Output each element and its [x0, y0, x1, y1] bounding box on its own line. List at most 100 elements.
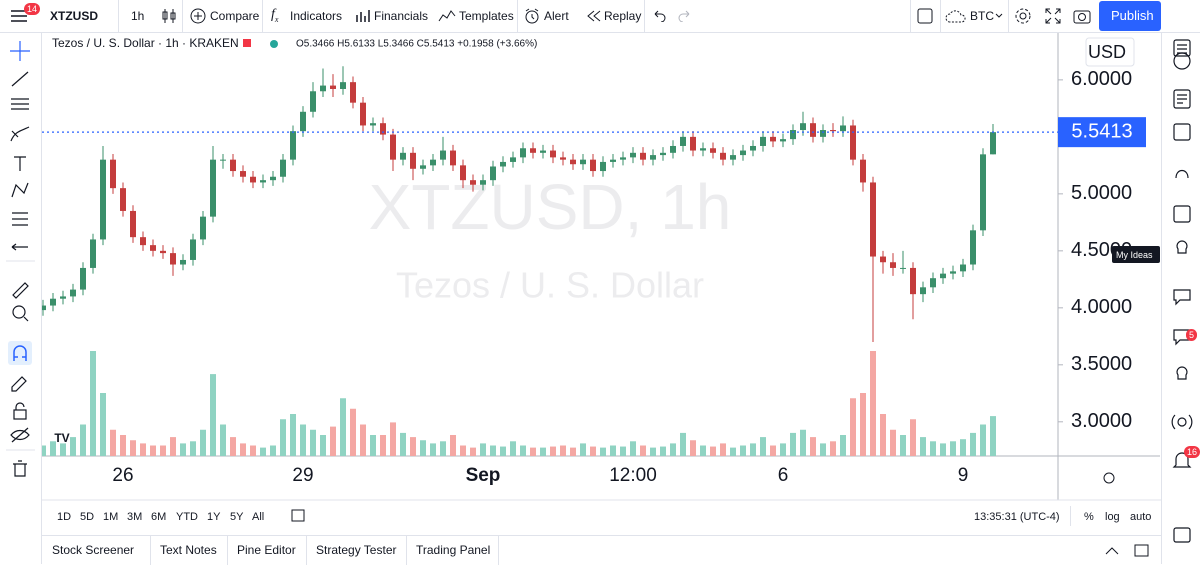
crosshair-tool[interactable]	[10, 41, 30, 61]
fib-tool[interactable]	[11, 98, 29, 110]
range-button[interactable]: 6M	[151, 511, 167, 523]
chart-style-icon[interactable]	[160, 8, 178, 24]
broadcast-icon[interactable]	[1177, 417, 1187, 427]
panel-tab[interactable]: Trading Panel	[406, 536, 499, 565]
chat-icon[interactable]	[1173, 289, 1191, 306]
candle-body	[600, 161, 606, 172]
zoom-tool[interactable]	[12, 305, 26, 319]
compare-icon[interactable]	[190, 8, 206, 24]
candle-body	[830, 130, 836, 132]
lock-tool[interactable]	[13, 409, 27, 420]
currency-label[interactable]: USD	[1088, 42, 1126, 62]
text-tool[interactable]	[14, 156, 26, 171]
y-tick-label: 6.0000	[1071, 68, 1132, 90]
help-icon[interactable]	[1173, 527, 1191, 543]
divider	[910, 0, 911, 32]
prediction-tool[interactable]	[12, 212, 28, 226]
ruler-tool[interactable]	[12, 282, 29, 299]
fullscreen-icon[interactable]	[1045, 8, 1061, 24]
undo-redo[interactable]	[652, 10, 692, 22]
watchlist-icon[interactable]	[1173, 39, 1191, 57]
publish-button[interactable]	[1099, 1, 1161, 31]
volume-bar	[220, 424, 226, 456]
streams-icon[interactable]	[1176, 366, 1188, 380]
flag-icon[interactable]	[243, 39, 251, 47]
snapshot-icon[interactable]	[1073, 8, 1091, 24]
templates-icon[interactable]	[438, 9, 456, 23]
alert-button[interactable]: Alert	[544, 9, 569, 23]
drawing-tools	[6, 41, 35, 477]
brush-tool[interactable]	[10, 126, 30, 142]
alerts-icon[interactable]	[1173, 52, 1191, 70]
volume-bar	[600, 447, 606, 456]
tooltip	[1112, 246, 1160, 263]
candle-body	[950, 271, 956, 274]
maximize-icon[interactable]	[1134, 544, 1149, 557]
compare-button[interactable]: Compare	[210, 9, 260, 23]
financials-icon[interactable]	[355, 9, 371, 23]
calendar-icon[interactable]	[1173, 205, 1191, 223]
scale-option[interactable]: %	[1084, 511, 1094, 523]
candle-body	[120, 188, 126, 211]
volume-bar	[480, 443, 486, 456]
range-button[interactable]: All	[252, 511, 265, 523]
cloud-icon[interactable]	[945, 9, 967, 23]
candle-body	[790, 130, 796, 140]
currency-button[interactable]	[1085, 37, 1135, 67]
indicators-icon[interactable]: fx	[271, 7, 279, 24]
stay-drawing-tool[interactable]	[11, 376, 27, 392]
data-window-icon[interactable]	[1173, 89, 1191, 109]
pattern-tool[interactable]	[11, 182, 29, 198]
range-button[interactable]: 1D	[57, 511, 72, 523]
range-button[interactable]: 1Y	[207, 511, 221, 523]
range-button[interactable]: 1M	[103, 511, 119, 523]
panel-tab[interactable]: Strategy Tester	[306, 536, 407, 565]
y-tick-label: 3.0000	[1071, 410, 1132, 432]
scale-option[interactable]: auto	[1130, 511, 1152, 523]
magnet-tool[interactable]	[8, 341, 32, 365]
remove-tool[interactable]	[13, 460, 27, 477]
candle-body	[200, 216, 206, 240]
panel-tab[interactable]: Pine Editor	[227, 536, 307, 565]
panel-tab[interactable]: Text Notes	[150, 536, 228, 565]
range-button[interactable]: 5Y	[230, 511, 244, 523]
volume-bar	[40, 445, 46, 456]
templates-button[interactable]: Templates	[459, 9, 514, 23]
candle-body	[740, 150, 746, 156]
scale-option[interactable]: log	[1105, 511, 1120, 523]
tooltip-label: My Ideas	[1116, 250, 1153, 260]
measure-back-tool[interactable]	[11, 243, 28, 251]
range-button[interactable]: 3M	[127, 511, 143, 523]
calendar-clock-icon[interactable]	[1175, 169, 1189, 179]
interval-button[interactable]: 1h	[131, 9, 145, 23]
layout-icon[interactable]	[917, 8, 933, 24]
symbol-search[interactable]: XTZUSD	[50, 9, 98, 23]
financials-button[interactable]: Financials	[374, 9, 429, 23]
candle-body	[590, 159, 596, 172]
panel-tab[interactable]: Stock Screener	[42, 536, 151, 565]
replay-button[interactable]: Replay	[604, 9, 642, 23]
range-button[interactable]: 5D	[80, 511, 95, 523]
panel-controls[interactable]	[1102, 541, 1162, 561]
x-tick-label: 29	[292, 465, 313, 486]
hotlist-icon[interactable]	[1173, 123, 1191, 141]
range-button[interactable]: YTD	[176, 511, 198, 523]
alert-icon[interactable]	[524, 8, 540, 24]
candle-body	[480, 180, 486, 185]
trendline-tool[interactable]	[11, 71, 29, 87]
calendar-icon	[291, 509, 305, 522]
dropdown-caret[interactable]	[995, 13, 1003, 19]
indicators-button[interactable]: Indicators	[290, 9, 343, 23]
replay-icon[interactable]	[586, 10, 602, 22]
ideas-icon[interactable]	[1176, 240, 1188, 254]
candle-body	[150, 245, 156, 251]
layout-name[interactable]: BTC	[970, 9, 994, 23]
volume-bar	[870, 351, 876, 456]
volume-bar	[940, 443, 946, 456]
volume-bar	[720, 443, 726, 456]
publish-label[interactable]: Publish	[1111, 8, 1154, 23]
settings-icon[interactable]	[1103, 472, 1115, 484]
settings-icon[interactable]	[1014, 7, 1032, 25]
candle-body	[760, 136, 766, 146]
collapse-icon[interactable]	[1105, 547, 1119, 555]
